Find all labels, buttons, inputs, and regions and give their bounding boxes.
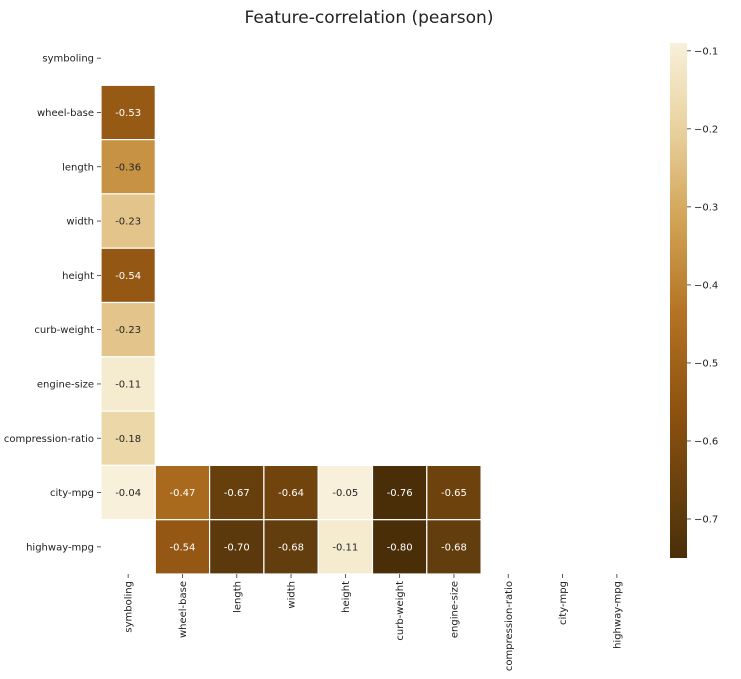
y-tick-label: engine-size	[37, 379, 94, 390]
x-tick-label: symboling	[124, 581, 135, 633]
cell-value-label: -0.05	[332, 488, 358, 499]
y-tick-label: height	[62, 271, 94, 282]
cell-value-label: -0.47	[170, 488, 196, 499]
colorbar-tick-label: −0.7	[694, 514, 718, 525]
cell-value-label: -0.36	[115, 162, 141, 173]
colorbar-tick-label: −0.2	[694, 124, 718, 135]
heatmap-cell	[426, 519, 482, 575]
x-tick-label: length	[232, 581, 243, 613]
x-tick-label: city-mpg	[558, 581, 569, 625]
cell-value-label: -0.53	[115, 108, 141, 119]
y-tick-label: wheel-base	[37, 108, 94, 119]
cell-value-label: -0.80	[387, 542, 413, 553]
heatmap-cell	[263, 519, 319, 575]
x-axis-labels: symboling wheel-base length width height curb…	[124, 574, 623, 671]
y-tick-label: city-mpg	[50, 488, 94, 499]
heatmap-cell	[371, 519, 428, 575]
cell-value-label: -0.68	[441, 542, 467, 553]
y-tick-label: compression-ratio	[4, 434, 94, 445]
colorbar-gradient	[670, 43, 687, 558]
y-axis-labels: symboling wheel-base length width height curb…	[4, 54, 101, 553]
heatmap-cell	[100, 84, 156, 141]
cell-value-label: -0.70	[224, 542, 250, 553]
x-tick-label: compression-ratio	[504, 581, 515, 671]
colorbar-tick-label: −0.4	[694, 280, 718, 291]
heatmap-cell	[100, 247, 156, 304]
cell-value-label: -0.64	[278, 488, 304, 499]
cell-value-label: -0.23	[115, 325, 141, 336]
colorbar: −0.1 −0.2 −0.3 −0.4 −0.5 −0.6 −0.7	[670, 43, 718, 558]
x-tick-label: wheel-base	[178, 581, 189, 638]
cell-value-label: -0.23	[115, 217, 141, 228]
x-tick-label: engine-size	[449, 581, 460, 638]
heatmap-cell	[209, 464, 265, 521]
heatmap-cell	[317, 464, 374, 521]
cell-value-label: -0.04	[115, 488, 141, 499]
colorbar-tick-label: −0.1	[694, 46, 718, 57]
heatmap-cells: -0.53 -0.36 -0.23 -0.54 -0.23 -0.11 -0.18 -0.04…	[100, 84, 482, 575]
cell-value-label: -0.11	[115, 379, 141, 390]
y-tick-label: curb-weight	[34, 325, 94, 336]
colorbar-tick-label: −0.3	[694, 202, 718, 213]
cell-value-label: -0.11	[332, 542, 358, 553]
colorbar-tick-label: −0.5	[694, 358, 718, 369]
cell-value-label: -0.54	[115, 271, 141, 282]
y-tick-label: highway-mpg	[26, 542, 94, 553]
heatmap-cell	[317, 519, 374, 575]
heatmap-cell	[426, 464, 482, 521]
cell-value-label: -0.67	[224, 488, 250, 499]
heatmap-cell	[209, 519, 265, 575]
cell-value-label: -0.54	[170, 542, 196, 553]
cell-value-label: -0.65	[441, 488, 467, 499]
colorbar-tick-label: −0.6	[694, 436, 718, 447]
y-tick-label: width	[66, 217, 94, 228]
y-tick-label: length	[62, 162, 94, 173]
y-tick-label: symboling	[42, 54, 94, 65]
cell-value-label: -0.76	[387, 488, 413, 499]
heatmap-cell	[100, 139, 156, 195]
x-tick-label: highway-mpg	[612, 581, 623, 649]
x-tick-label: curb-weight	[395, 581, 406, 641]
x-tick-label: width	[287, 581, 298, 609]
cell-value-label: -0.68	[278, 542, 304, 553]
chart-title: Feature-correlation (pearson)	[245, 8, 494, 28]
x-tick-label: height	[341, 581, 352, 613]
cell-value-label: -0.18	[115, 434, 141, 445]
